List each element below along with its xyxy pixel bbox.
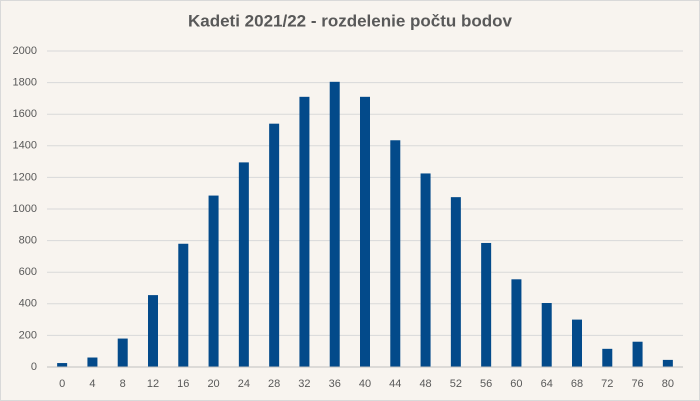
x-tick-label: 72 <box>601 378 613 390</box>
bar <box>269 123 280 368</box>
x-tick-label: 56 <box>480 378 492 390</box>
x-tick-label: 28 <box>268 378 280 390</box>
bar <box>602 348 613 367</box>
y-tick-label: 800 <box>19 235 37 247</box>
y-tick-label: 1800 <box>13 77 37 89</box>
y-tick-label: 1000 <box>13 203 37 215</box>
bar <box>299 96 310 367</box>
x-tick-label: 0 <box>59 378 65 390</box>
y-tick-label: 200 <box>19 329 37 341</box>
bar <box>238 162 249 367</box>
x-tick-label: 20 <box>207 378 219 390</box>
x-tick-label: 48 <box>419 378 431 390</box>
x-tick-label: 80 <box>662 378 674 390</box>
x-tick-label: 32 <box>298 378 310 390</box>
bar <box>329 81 340 367</box>
y-tick-label: 1200 <box>13 171 37 183</box>
chart-title: Kadeti 2021/22 - rozdelenie počtu bodov <box>188 11 513 30</box>
bar <box>148 295 158 367</box>
bar <box>632 341 643 367</box>
y-tick-label: 400 <box>19 298 37 310</box>
bar <box>420 173 431 367</box>
x-tick-label: 52 <box>450 378 462 390</box>
x-tick-label: 8 <box>120 378 126 390</box>
bar <box>208 195 219 367</box>
bar <box>57 363 68 367</box>
x-tick-label: 68 <box>571 378 583 390</box>
bar <box>360 96 370 367</box>
x-tick-label: 60 <box>510 378 522 390</box>
y-tick-label: 600 <box>19 266 37 278</box>
bar <box>572 319 582 367</box>
x-tick-label: 40 <box>359 378 371 390</box>
x-tick-label: 36 <box>329 378 341 390</box>
bar <box>662 359 673 367</box>
bar <box>87 357 98 367</box>
bar <box>541 303 552 367</box>
y-tick-label: 1600 <box>13 108 37 120</box>
bar <box>511 279 522 367</box>
bar <box>390 140 401 367</box>
bar <box>481 242 492 367</box>
x-tick-label: 44 <box>389 378 401 390</box>
x-tick-label: 4 <box>89 378 95 390</box>
bar <box>117 338 128 367</box>
bar <box>178 243 189 367</box>
y-tick-label: 1400 <box>13 140 37 152</box>
x-tick-label: 12 <box>147 378 159 390</box>
x-tick-label: 64 <box>541 378 553 390</box>
y-tick-label: 0 <box>31 361 37 373</box>
x-tick-label: 24 <box>238 378 250 390</box>
x-tick-label: 16 <box>177 378 189 390</box>
y-tick-label: 2000 <box>13 45 37 57</box>
x-tick-label: 76 <box>631 378 643 390</box>
bar <box>450 197 461 367</box>
